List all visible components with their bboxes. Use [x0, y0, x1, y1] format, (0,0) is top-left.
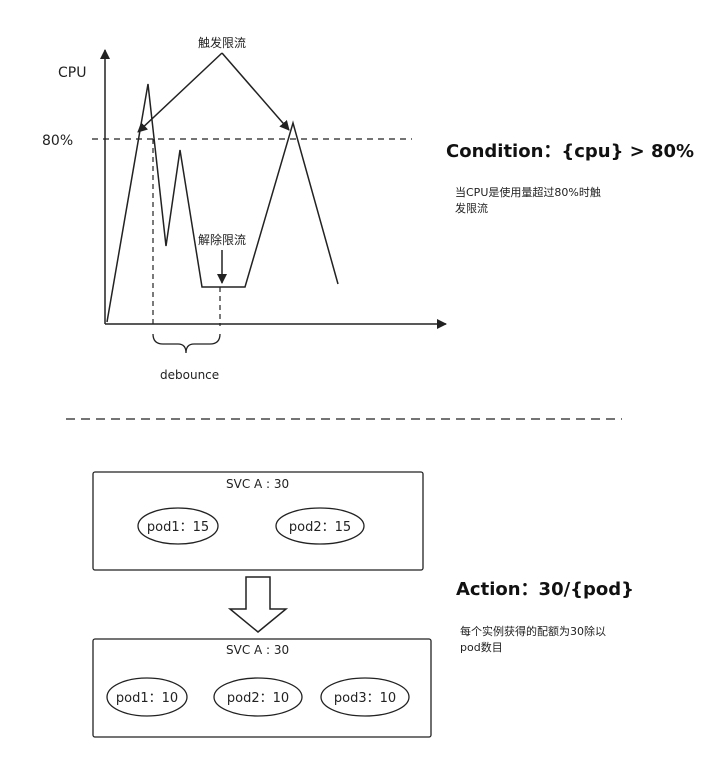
action-note-line-2: pod数目: [460, 641, 503, 654]
cpu-chart: CPU 80% 触发限流 解除限流 debounce: [42, 35, 447, 382]
pod-label: pod1：10: [116, 691, 178, 706]
svc-label-after: SVC A : 30: [226, 643, 289, 657]
trigger-label: 触发限流: [198, 35, 246, 50]
svc-label-before: SVC A : 30: [226, 477, 289, 491]
pod-ellipse: [320, 677, 410, 717]
action-title: Action：30/{pod}: [456, 579, 634, 600]
pod-label: pod3：10: [334, 691, 396, 706]
cpu-usage-line: [106, 83, 339, 323]
svc-box-after: SVC A : 30 pod1：10 pod2：10 pod3：10: [92, 638, 432, 738]
condition-title: Condition：{cpu} > 80%: [446, 141, 694, 162]
pod-label: pod2：15: [289, 520, 351, 535]
pod-ellipse: [275, 507, 365, 545]
threshold-label: 80%: [42, 133, 73, 149]
pod-ellipse: [213, 677, 303, 717]
trigger-arrow-right: [221, 52, 290, 131]
pod-label: pod1：15: [147, 520, 209, 535]
y-axis-label: CPU: [58, 65, 86, 81]
condition-note-line-1: 当CPU是使用量超过80%时触: [455, 185, 601, 199]
transition-arrow: [227, 576, 289, 633]
debounce-label: debounce: [160, 368, 219, 382]
pod-ellipse: [137, 507, 219, 545]
debounce-brace: [152, 333, 221, 354]
pod-ellipse: [106, 677, 188, 717]
pod-label: pod2：10: [227, 691, 289, 706]
condition-note-line-2: 发限流: [455, 201, 488, 215]
svc-box-before: SVC A : 30 pod1：15 pod2：15: [92, 471, 424, 571]
trigger-arrow-left: [137, 52, 223, 133]
action-note-line-1: 每个实例获得的配额为30除以: [460, 624, 606, 638]
release-label: 解除限流: [198, 232, 246, 247]
